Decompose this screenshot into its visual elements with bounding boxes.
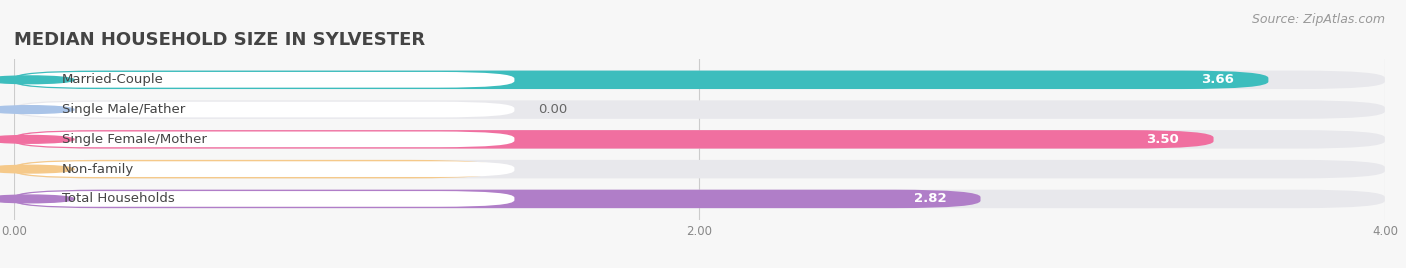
Circle shape <box>0 136 75 143</box>
FancyBboxPatch shape <box>14 190 1385 208</box>
FancyBboxPatch shape <box>17 191 515 207</box>
FancyBboxPatch shape <box>14 160 1385 178</box>
Text: 1.41: 1.41 <box>430 163 463 176</box>
Circle shape <box>0 106 75 113</box>
Text: Source: ZipAtlas.com: Source: ZipAtlas.com <box>1251 13 1385 27</box>
Circle shape <box>0 76 75 84</box>
Circle shape <box>0 165 75 173</box>
Text: Non-family: Non-family <box>62 163 135 176</box>
Text: 2.82: 2.82 <box>914 192 946 205</box>
FancyBboxPatch shape <box>14 70 1268 89</box>
Circle shape <box>0 195 75 203</box>
FancyBboxPatch shape <box>14 100 1385 119</box>
FancyBboxPatch shape <box>14 160 498 178</box>
FancyBboxPatch shape <box>14 130 1385 148</box>
Text: Single Female/Mother: Single Female/Mother <box>62 133 207 146</box>
FancyBboxPatch shape <box>17 132 515 147</box>
FancyBboxPatch shape <box>17 102 515 117</box>
Text: Single Male/Father: Single Male/Father <box>62 103 186 116</box>
Text: 3.66: 3.66 <box>1201 73 1234 86</box>
FancyBboxPatch shape <box>14 70 1385 89</box>
FancyBboxPatch shape <box>17 161 515 177</box>
Text: Married-Couple: Married-Couple <box>62 73 165 86</box>
FancyBboxPatch shape <box>14 190 980 208</box>
Text: 0.00: 0.00 <box>538 103 568 116</box>
Text: Total Households: Total Households <box>62 192 174 205</box>
Text: MEDIAN HOUSEHOLD SIZE IN SYLVESTER: MEDIAN HOUSEHOLD SIZE IN SYLVESTER <box>14 31 425 49</box>
Text: 3.50: 3.50 <box>1146 133 1180 146</box>
FancyBboxPatch shape <box>17 72 515 88</box>
FancyBboxPatch shape <box>14 130 1213 148</box>
